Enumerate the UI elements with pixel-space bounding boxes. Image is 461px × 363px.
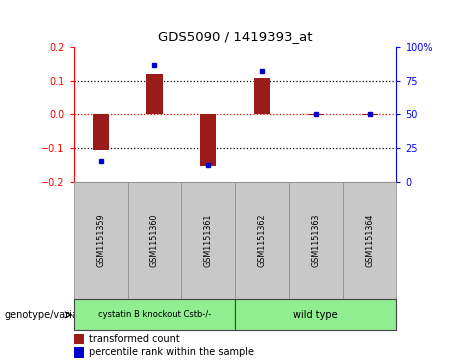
Bar: [307, 114, 324, 115]
Text: GSM1151363: GSM1151363: [311, 214, 320, 267]
Text: transformed count: transformed count: [89, 334, 179, 344]
Title: GDS5090 / 1419393_at: GDS5090 / 1419393_at: [158, 30, 313, 43]
Text: GSM1151364: GSM1151364: [365, 214, 374, 267]
Text: GSM1151359: GSM1151359: [96, 214, 105, 267]
Bar: [146, 74, 162, 114]
Text: wild type: wild type: [294, 310, 338, 320]
Text: GSM1151362: GSM1151362: [258, 214, 266, 267]
Bar: [93, 114, 109, 150]
Text: percentile rank within the sample: percentile rank within the sample: [89, 347, 254, 358]
Text: genotype/variation: genotype/variation: [5, 310, 97, 320]
Bar: [361, 114, 378, 115]
Text: GSM1151360: GSM1151360: [150, 214, 159, 267]
Text: GSM1151361: GSM1151361: [204, 214, 213, 267]
Text: cystatin B knockout Cstb-/-: cystatin B knockout Cstb-/-: [98, 310, 211, 319]
Bar: [200, 114, 216, 166]
Bar: [254, 78, 270, 114]
